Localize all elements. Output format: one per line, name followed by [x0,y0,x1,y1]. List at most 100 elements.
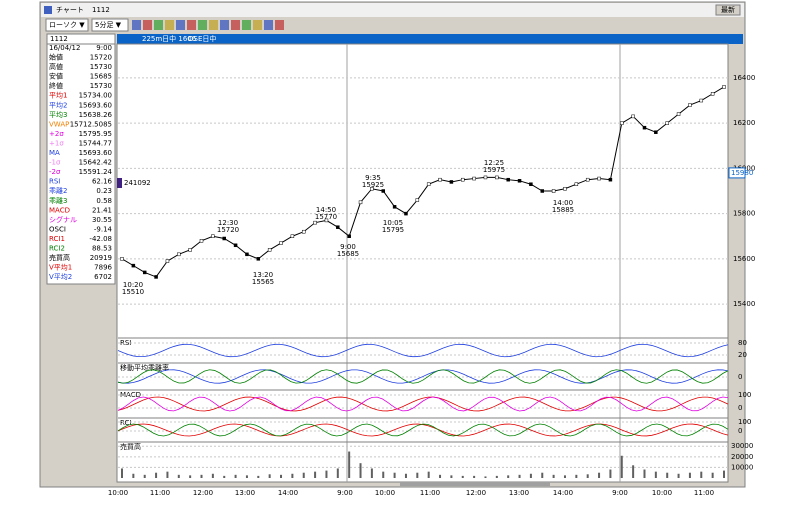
info-value: 15744.77 [79,139,112,147]
info-label: VWAP [49,120,69,128]
volume-bar [223,475,226,478]
latest-button[interactable]: 最新 [721,5,735,14]
toolbar-icon [154,20,163,30]
info-label: V平均2 [49,272,72,281]
candle [279,241,283,245]
candle [154,275,158,279]
volume-bar [700,471,703,478]
candle [574,182,579,186]
info-label: RSI [49,178,60,186]
candle [676,112,681,116]
candle [358,200,363,205]
indicator-line [117,369,729,384]
x-tick-label: 9:00 [612,489,628,497]
annotation-price: 15510 [122,288,144,296]
panel-name: RCI [120,419,131,427]
panel-tick-label: 100 [738,391,751,399]
candle [392,205,397,209]
info-label: 乖離2 [49,186,67,195]
volume-bar [609,469,612,478]
header-code: 1112 [50,35,68,43]
toolbar-icon [220,20,229,30]
candle [347,234,351,238]
volume-bar [314,471,317,478]
info-label: 乖離3 [49,196,67,205]
info-label: +1σ [49,139,64,147]
toolbar-icon [209,20,218,30]
volume-bar [382,471,385,478]
y-tick-label: 30000 [731,442,753,450]
volume-bar [155,472,158,478]
candle [620,121,624,125]
info-label: 終値 [49,81,63,90]
toolbar-icon [242,20,251,30]
info-value: 88.53 [92,245,112,253]
panel-tick-label: 0 [738,373,742,381]
window-title: チャート [56,6,84,14]
candle [415,198,420,202]
info-label: 平均3 [49,110,67,119]
candle [370,186,374,191]
toolbar-icon [143,20,152,30]
volume-bar [632,465,635,478]
info-label: 高値 [49,62,63,71]
candle [199,239,204,243]
volume-bar [416,472,419,478]
volume-bar [189,475,192,478]
candle [597,176,601,181]
volume-bar [348,451,351,478]
x-tick-label: 11:00 [150,489,170,497]
candle [563,186,567,191]
candle [290,234,295,238]
interval-select[interactable]: 5分足 ▼ [95,20,122,29]
info-label: RCI2 [49,245,65,253]
x-tick-label: 14:00 [278,489,298,497]
x-tick-label: 11:00 [694,489,714,497]
info-value: 15720 [90,54,112,62]
volume-bar [507,475,510,478]
info-value: 15642.42 [79,159,112,167]
info-value: -9.14 [94,225,113,233]
scrollbar [400,482,550,486]
toolbar-icon [275,20,284,30]
x-tick-label: 10:00 [108,489,128,497]
candle [529,182,533,186]
candle [517,179,522,183]
info-label: シグナル [49,215,77,224]
candle [131,263,136,268]
x-tick-label: 10:00 [375,489,395,497]
volume-bar [211,473,214,478]
info-value: 30.55 [92,216,112,224]
x-tick-label: 14:00 [553,489,573,497]
volume-bar [291,473,294,478]
volume-bar [427,471,430,478]
volume-bar [257,475,260,478]
volume-bar [552,474,555,478]
panel-name: 移動平均乖離率 [120,363,169,372]
annotation-price: 15925 [362,181,384,189]
toolbar-icon [132,20,141,30]
toolbar-icon [231,20,240,30]
info-value: 15591.24 [79,168,113,176]
marker-box [117,178,122,188]
annotation-price: 15885 [552,206,574,214]
toolbar-icon [198,20,207,30]
indicator-line [117,396,729,412]
info-value: 0.23 [96,187,112,195]
annotation-price: 15795 [382,226,404,234]
candle [426,182,431,186]
volume-bar [518,474,521,478]
volume-bar [450,475,453,478]
candle [336,225,340,229]
info-value: 20919 [90,254,112,262]
candle [165,259,170,263]
chart-type-select[interactable]: ローソク ▼ [49,21,85,29]
volume-bar [336,468,339,478]
annotation-time: 14:00 [553,199,573,207]
info-label: RCI1 [49,235,65,243]
current-price-box [728,167,746,179]
info-label: 平均2 [49,100,67,109]
volume-bar [575,474,578,478]
candle [540,189,545,193]
